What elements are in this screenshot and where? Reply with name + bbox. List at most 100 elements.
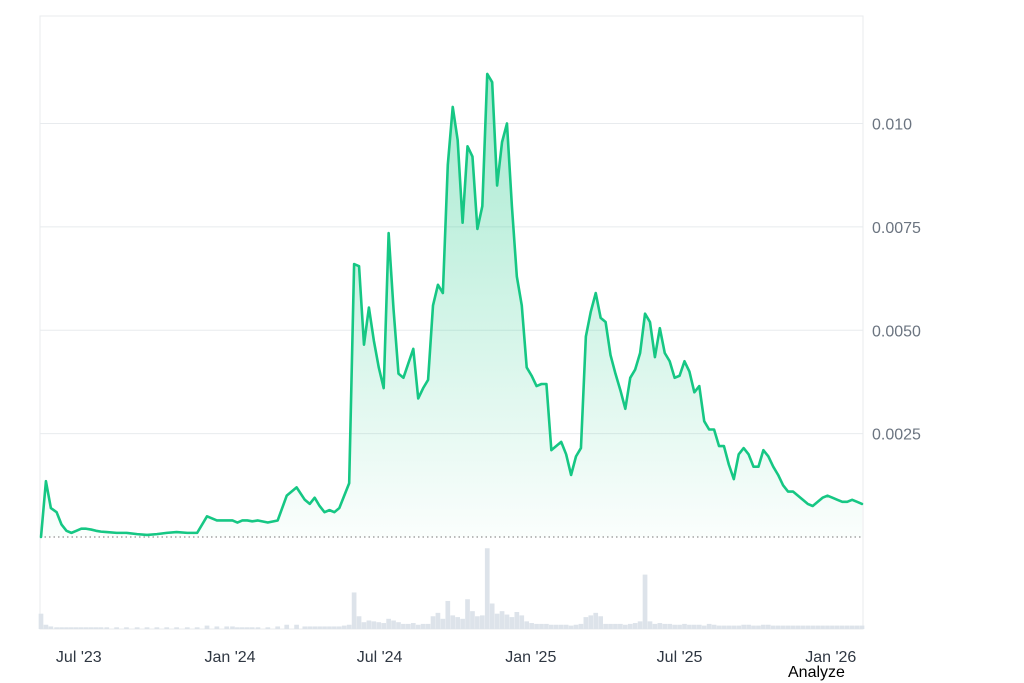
volume-bar xyxy=(381,623,387,629)
x-tick-label: Jul '25 xyxy=(657,649,703,666)
volume-bar xyxy=(805,625,811,629)
volume-bar xyxy=(164,627,170,629)
volume-bar xyxy=(114,627,119,629)
y-tick-label: 0.0050 xyxy=(872,323,921,340)
volume-bar xyxy=(706,623,712,629)
volume-bar xyxy=(361,622,367,629)
volume-bar xyxy=(420,623,426,629)
volume-bar xyxy=(214,626,220,629)
volume-bar xyxy=(682,623,687,629)
volume-bar xyxy=(519,615,525,629)
volume-bar xyxy=(396,622,401,629)
volume-bar xyxy=(721,625,727,629)
volume-bar xyxy=(701,625,707,629)
volume-bar xyxy=(479,615,485,629)
volume-bar xyxy=(98,627,104,629)
volume-bar xyxy=(622,624,628,629)
volume-bar xyxy=(184,627,190,629)
volume-bar xyxy=(386,618,391,629)
volume-bar xyxy=(371,621,377,629)
volume-bar xyxy=(667,623,673,629)
volume-bar xyxy=(124,627,129,629)
volume-bar xyxy=(484,548,490,629)
volume-bar xyxy=(450,615,456,629)
volume-bar xyxy=(563,624,569,629)
volume-bar xyxy=(529,623,534,629)
volume-bar xyxy=(460,618,465,629)
volume-bar xyxy=(327,626,332,629)
volume-bar xyxy=(854,625,860,629)
volume-bar xyxy=(275,626,281,629)
volume-bar xyxy=(391,620,396,629)
x-tick-label: Jan '26 xyxy=(805,649,856,666)
volume-bar xyxy=(376,622,382,629)
volume-bar xyxy=(440,618,446,629)
volume-bar xyxy=(69,627,74,629)
volume-bars xyxy=(38,548,865,629)
analyze-button[interactable]: Analyze xyxy=(788,664,845,681)
volume-bar xyxy=(736,625,742,629)
volume-bar xyxy=(711,624,717,629)
volume-bar xyxy=(756,625,761,629)
volume-bar xyxy=(726,625,732,629)
volume-bar xyxy=(598,616,604,629)
volume-bar xyxy=(613,623,618,629)
price-area-fill xyxy=(41,73,862,537)
volume-bar xyxy=(825,625,830,629)
volume-bar xyxy=(93,627,99,629)
volume-bar xyxy=(88,627,94,629)
volume-bar xyxy=(578,623,584,629)
volume-bar xyxy=(489,603,495,629)
x-tick-label: Jan '24 xyxy=(204,649,255,666)
x-tick-label: Jan '25 xyxy=(505,649,556,666)
volume-bar xyxy=(746,624,751,629)
volume-bar xyxy=(632,623,638,629)
volume-bar xyxy=(795,625,801,629)
volume-bar xyxy=(435,612,441,629)
volume-bar xyxy=(406,623,411,629)
price-line[interactable] xyxy=(39,72,864,539)
volume-bar xyxy=(351,592,357,629)
volume-bar xyxy=(54,627,59,629)
volume-bar xyxy=(494,613,500,629)
volume-bar xyxy=(810,625,816,629)
volume-bar xyxy=(332,626,337,629)
volume-bar xyxy=(593,612,599,629)
volume-bar xyxy=(553,624,559,629)
volume-bar xyxy=(618,623,623,629)
volume-bar xyxy=(425,623,431,629)
volume-bar xyxy=(341,625,347,629)
y-axis-labels: 0.0025 0.0050 0.0075 0.010 xyxy=(872,117,921,444)
volume-bar xyxy=(815,625,820,629)
volume-bar xyxy=(696,624,702,629)
volume-bar xyxy=(356,616,362,629)
volume-bar xyxy=(741,624,746,629)
volume-bar xyxy=(608,623,613,629)
volume-bar xyxy=(265,627,271,629)
x-axis-labels: Jul '23 Jan '24 Jul '24 Jan '25 Jul '25 Jan '… xyxy=(56,649,856,666)
volume-bar xyxy=(835,625,840,629)
volume-bar xyxy=(509,617,515,629)
x-tick-label: Jul '24 xyxy=(357,649,403,666)
volume-bar xyxy=(174,627,179,629)
volume-bar xyxy=(539,623,544,629)
y-tick-label: 0.0025 xyxy=(872,427,921,444)
volume-bar xyxy=(255,627,261,629)
volume-bar xyxy=(790,625,796,629)
y-tick-label: 0.010 xyxy=(872,117,912,134)
volume-bar xyxy=(844,625,850,629)
volume-bar xyxy=(549,624,554,629)
volume-bar xyxy=(672,624,677,629)
volume-bar xyxy=(104,627,110,629)
volume-bar xyxy=(761,624,766,629)
volume-bar xyxy=(657,623,663,629)
volume-bar xyxy=(780,625,786,629)
volume-bar xyxy=(499,611,505,629)
volume-bar xyxy=(302,626,308,629)
volume-bar xyxy=(603,623,608,629)
volume-bar xyxy=(765,624,771,629)
volume-bar xyxy=(642,574,648,629)
y-tick-label: 0.0075 xyxy=(872,220,921,237)
volume-bar xyxy=(839,625,845,629)
volume-bar xyxy=(583,617,589,629)
